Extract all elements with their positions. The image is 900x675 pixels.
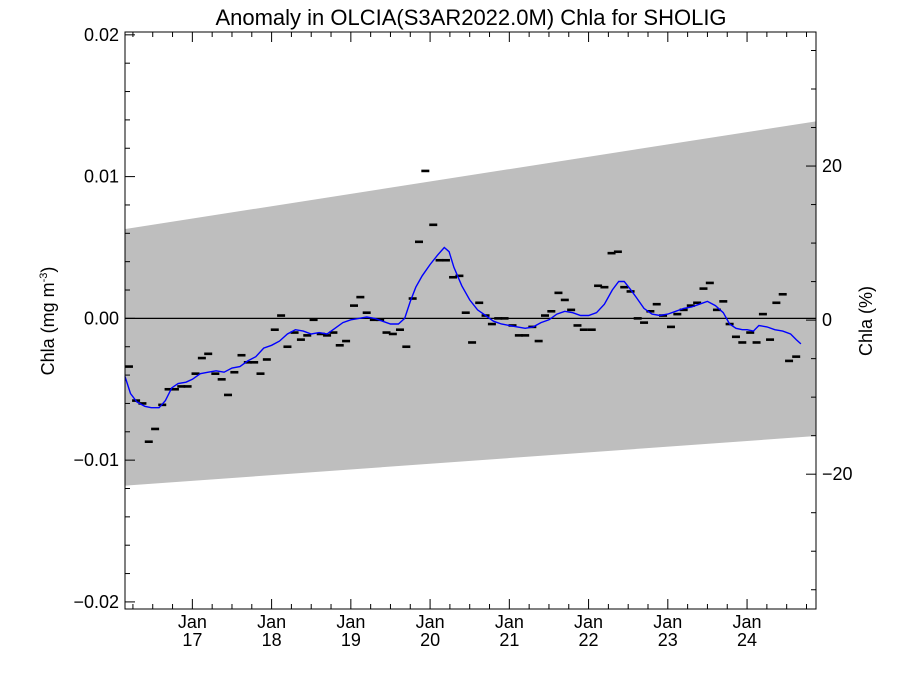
y-axis-left-label-close: ) bbox=[38, 267, 58, 273]
envelope-band bbox=[125, 121, 816, 486]
y-right-tick-label: −20 bbox=[822, 464, 853, 484]
x-tick-label-year: 18 bbox=[262, 630, 282, 650]
x-tick-label-year: 20 bbox=[420, 630, 440, 650]
x-tick-label-year: 24 bbox=[737, 630, 757, 650]
axis-ticks-layer: −0.02−0.010.000.010.02−20020Jan17Jan18Ja… bbox=[73, 25, 852, 650]
x-tick-label-month: Jan bbox=[495, 612, 524, 632]
chart-title: Anomaly in OLCIA(S3AR2022.0M) Chla for S… bbox=[215, 5, 726, 30]
y-axis-left-label: Chla (mg m-3) bbox=[38, 267, 58, 376]
x-tick-label-month: Jan bbox=[257, 612, 286, 632]
y-axis-left-label-main: Chla (mg m bbox=[38, 282, 58, 375]
x-tick-label-month: Jan bbox=[336, 612, 365, 632]
x-tick-label-year: 22 bbox=[579, 630, 599, 650]
x-tick-label-month: Jan bbox=[574, 612, 603, 632]
y-left-tick-label: −0.01 bbox=[73, 450, 119, 470]
x-tick-label-year: 23 bbox=[658, 630, 678, 650]
x-tick-label-year: 17 bbox=[182, 630, 202, 650]
smoothed-anomaly-line bbox=[124, 246, 802, 409]
x-tick-label-year: 19 bbox=[341, 630, 361, 650]
y-right-tick-label: 0 bbox=[822, 310, 832, 330]
x-tick-label-month: Jan bbox=[653, 612, 682, 632]
y-left-tick-label: −0.02 bbox=[73, 592, 119, 612]
y-axis-right-label: Chla (%) bbox=[856, 286, 876, 356]
y-left-tick-label: 0.00 bbox=[84, 308, 119, 328]
y-axis-left-label-sup: -3 bbox=[38, 273, 50, 283]
y-right-tick-label: 20 bbox=[822, 156, 842, 176]
y-left-tick-label: 0.01 bbox=[84, 167, 119, 187]
series-layer bbox=[124, 169, 802, 444]
x-tick-label-month: Jan bbox=[416, 612, 445, 632]
y-left-tick-label: 0.02 bbox=[84, 25, 119, 45]
x-tick-label-month: Jan bbox=[733, 612, 762, 632]
x-tick-label-month: Jan bbox=[178, 612, 207, 632]
x-tick-label-year: 21 bbox=[499, 630, 519, 650]
envelope-band-layer bbox=[125, 121, 816, 486]
